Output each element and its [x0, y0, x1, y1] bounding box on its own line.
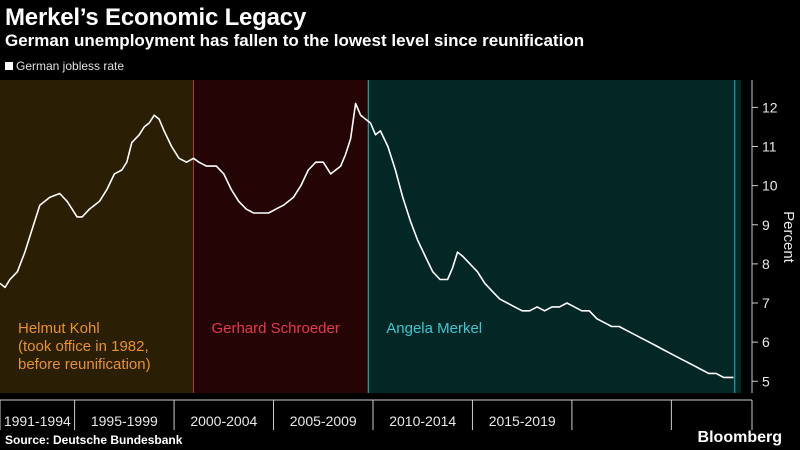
y-tick-label-5: 5	[762, 373, 770, 389]
era-band-3	[368, 80, 741, 393]
y-axis-title: Percent	[780, 211, 797, 264]
x-tick-label-6: 2015-2019	[489, 413, 556, 429]
series-line-jobless-rate	[0, 102, 734, 379]
legend-label: German jobless rate	[16, 59, 125, 73]
era-label-3-line-1: Angela Merkel	[386, 320, 482, 337]
y-tick-label-10: 10	[762, 178, 778, 194]
legend-swatch	[5, 62, 13, 70]
source-note: Source: Deutsche Bundesbank	[5, 433, 183, 447]
x-tick-label-3: 2000-2004	[190, 413, 257, 429]
x-tick-label-4: 2005-2009	[290, 413, 357, 429]
x-tick-label-1: 1991-1994	[4, 413, 71, 429]
y-tick-label-6: 6	[762, 334, 770, 350]
era-label-1-line-2: (took office in 1982,	[18, 338, 149, 355]
chart-subtitle: German unemployment has fallen to the lo…	[5, 31, 585, 50]
era-label-1-line-3: before reunification)	[18, 356, 151, 373]
chart-title: Merkel’s Economic Legacy	[5, 4, 307, 31]
era-band-2	[193, 80, 369, 393]
bloomberg-logo: Bloomberg	[697, 429, 782, 446]
era-label-1-line-1: Helmut Kohl	[18, 320, 100, 337]
era-label-2-line-1: Gerhard Schroeder	[211, 320, 339, 337]
x-tick-label-2: 1995-1999	[91, 413, 158, 429]
y-tick-label-12: 12	[762, 99, 778, 115]
legend: German jobless rate	[5, 59, 124, 73]
x-tick-label-5: 2010-2014	[389, 413, 456, 429]
y-tick-label-8: 8	[762, 256, 770, 272]
y-tick-label-9: 9	[762, 217, 770, 233]
y-tick-label-7: 7	[762, 295, 770, 311]
era-band-1	[0, 80, 194, 393]
y-tick-label-11: 11	[762, 139, 777, 155]
